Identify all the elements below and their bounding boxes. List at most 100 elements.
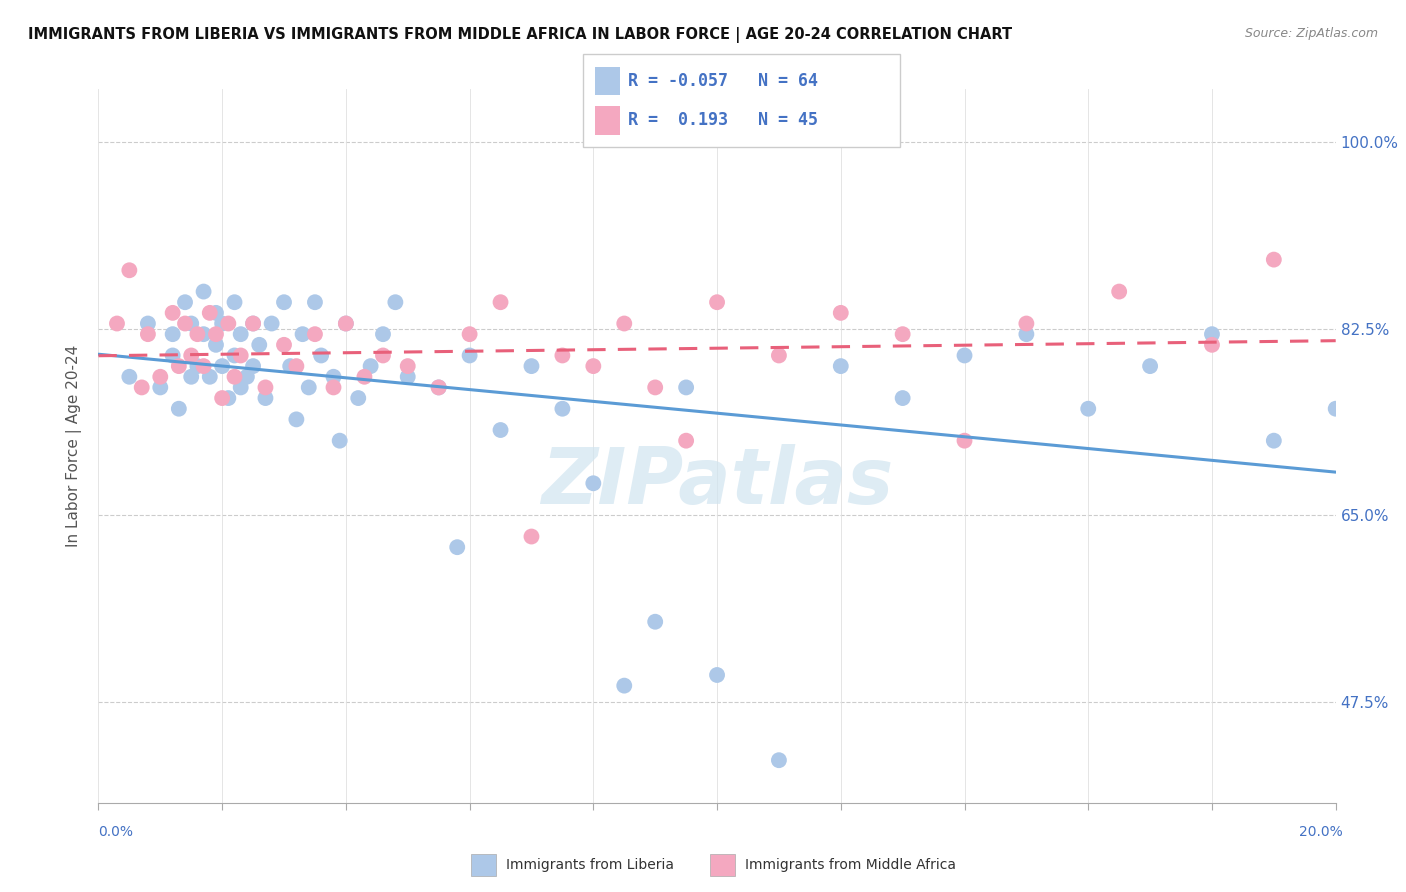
Point bbox=[427, 380, 450, 394]
Point bbox=[136, 317, 159, 331]
Point bbox=[205, 327, 228, 342]
Text: Immigrants from Middle Africa: Immigrants from Middle Africa bbox=[745, 858, 956, 872]
Point bbox=[384, 295, 406, 310]
Point bbox=[675, 434, 697, 448]
Point bbox=[211, 391, 233, 405]
Point bbox=[458, 327, 481, 342]
Point bbox=[396, 359, 419, 373]
Point bbox=[180, 317, 202, 331]
Point bbox=[520, 359, 543, 373]
Text: 20.0%: 20.0% bbox=[1299, 825, 1343, 839]
Point bbox=[353, 369, 375, 384]
Point bbox=[1015, 327, 1038, 342]
Point bbox=[891, 391, 914, 405]
Point bbox=[105, 317, 128, 331]
Point bbox=[193, 327, 215, 342]
Point bbox=[224, 369, 246, 384]
Point bbox=[180, 369, 202, 384]
Point bbox=[285, 412, 308, 426]
Point bbox=[229, 349, 252, 363]
Text: R = -0.057   N = 64: R = -0.057 N = 64 bbox=[628, 72, 818, 90]
Text: IMMIGRANTS FROM LIBERIA VS IMMIGRANTS FROM MIDDLE AFRICA IN LABOR FORCE | AGE 20: IMMIGRANTS FROM LIBERIA VS IMMIGRANTS FR… bbox=[28, 27, 1012, 43]
Point bbox=[304, 327, 326, 342]
Point bbox=[217, 317, 239, 331]
Point bbox=[180, 349, 202, 363]
Point bbox=[193, 285, 215, 299]
Point bbox=[186, 359, 208, 373]
Point bbox=[675, 380, 697, 394]
Point bbox=[830, 306, 852, 320]
Point bbox=[551, 401, 574, 416]
Point bbox=[229, 327, 252, 342]
Point bbox=[706, 295, 728, 310]
Point bbox=[291, 327, 314, 342]
Point bbox=[186, 327, 208, 342]
Point bbox=[582, 476, 605, 491]
Point bbox=[167, 359, 190, 373]
Point bbox=[205, 338, 228, 352]
Point bbox=[205, 306, 228, 320]
Point bbox=[489, 295, 512, 310]
Point bbox=[247, 338, 270, 352]
Point bbox=[174, 295, 197, 310]
Point bbox=[644, 380, 666, 394]
Point bbox=[198, 369, 221, 384]
Point bbox=[1139, 359, 1161, 373]
Point bbox=[174, 317, 197, 331]
Point bbox=[309, 349, 332, 363]
Point bbox=[193, 359, 215, 373]
Point bbox=[1201, 327, 1223, 342]
Point bbox=[217, 391, 239, 405]
Text: 0.0%: 0.0% bbox=[98, 825, 134, 839]
Point bbox=[953, 434, 976, 448]
Point bbox=[229, 380, 252, 394]
Point bbox=[273, 338, 295, 352]
Point bbox=[1015, 317, 1038, 331]
Point bbox=[446, 540, 468, 554]
Point bbox=[278, 359, 301, 373]
Point bbox=[242, 359, 264, 373]
Point bbox=[118, 263, 141, 277]
Point bbox=[613, 679, 636, 693]
Point bbox=[371, 327, 394, 342]
Point bbox=[768, 753, 790, 767]
Point bbox=[149, 369, 172, 384]
Point bbox=[304, 295, 326, 310]
Point bbox=[551, 349, 574, 363]
Point bbox=[458, 349, 481, 363]
Text: Immigrants from Liberia: Immigrants from Liberia bbox=[506, 858, 673, 872]
Point bbox=[520, 529, 543, 543]
Point bbox=[613, 317, 636, 331]
Point bbox=[136, 327, 159, 342]
Point bbox=[242, 317, 264, 331]
Point bbox=[1077, 401, 1099, 416]
Point bbox=[1201, 338, 1223, 352]
Point bbox=[830, 359, 852, 373]
Text: ZIPatlas: ZIPatlas bbox=[541, 443, 893, 520]
Point bbox=[285, 359, 308, 373]
Point bbox=[242, 317, 264, 331]
Point bbox=[953, 349, 976, 363]
Point bbox=[347, 391, 370, 405]
Point bbox=[582, 359, 605, 373]
Point bbox=[335, 317, 357, 331]
Point bbox=[118, 369, 141, 384]
Point bbox=[298, 380, 321, 394]
Point bbox=[198, 306, 221, 320]
Text: R =  0.193   N = 45: R = 0.193 N = 45 bbox=[628, 112, 818, 129]
Point bbox=[149, 380, 172, 394]
Point bbox=[273, 295, 295, 310]
Point bbox=[335, 317, 357, 331]
Point bbox=[131, 380, 153, 394]
Point bbox=[427, 380, 450, 394]
Point bbox=[236, 369, 259, 384]
Point bbox=[396, 369, 419, 384]
Point bbox=[167, 401, 190, 416]
Text: Source: ZipAtlas.com: Source: ZipAtlas.com bbox=[1244, 27, 1378, 40]
Point bbox=[891, 327, 914, 342]
Point bbox=[489, 423, 512, 437]
Point bbox=[162, 349, 184, 363]
Point bbox=[329, 434, 352, 448]
Point bbox=[1263, 434, 1285, 448]
Point bbox=[211, 317, 233, 331]
